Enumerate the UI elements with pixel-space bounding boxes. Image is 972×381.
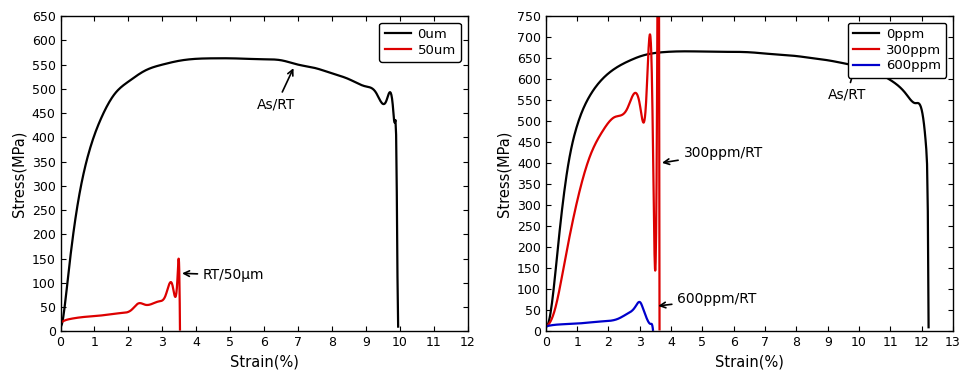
0ppm — [680, 49, 692, 54]
50um — [120, 311, 131, 315]
50um — [153, 299, 164, 304]
0ppm — [725, 50, 737, 54]
0um — [393, 324, 404, 329]
50um — [174, 327, 186, 332]
50um — [171, 282, 183, 287]
600ppm — [540, 324, 552, 329]
Text: As/RT: As/RT — [258, 70, 295, 111]
Text: RT/50μm: RT/50μm — [184, 268, 264, 282]
0um — [257, 57, 268, 62]
600ppm — [647, 328, 659, 332]
Text: 300ppm/RT: 300ppm/RT — [664, 146, 763, 165]
600ppm — [628, 307, 640, 311]
300ppm — [602, 122, 613, 126]
Y-axis label: Stress(MPa): Stress(MPa) — [497, 131, 511, 217]
0ppm — [769, 52, 781, 57]
300ppm — [608, 115, 619, 120]
0um — [54, 324, 66, 329]
Line: 0ppm: 0ppm — [546, 51, 928, 327]
300ppm — [651, 142, 663, 147]
X-axis label: Strain(%): Strain(%) — [229, 355, 298, 370]
600ppm — [592, 319, 604, 324]
600ppm — [644, 322, 656, 326]
Legend: 0um, 50um: 0um, 50um — [379, 23, 461, 62]
0ppm — [915, 103, 926, 107]
0um — [238, 56, 250, 61]
50um — [112, 311, 123, 315]
300ppm — [594, 133, 606, 138]
600ppm — [634, 299, 645, 304]
X-axis label: Strain(%): Strain(%) — [715, 355, 783, 370]
0ppm — [540, 324, 552, 329]
300ppm — [595, 132, 607, 137]
300ppm — [633, 98, 644, 103]
50um — [54, 320, 66, 325]
0um — [217, 56, 228, 61]
0ppm — [854, 65, 866, 69]
0ppm — [922, 325, 934, 330]
Line: 600ppm: 600ppm — [546, 302, 653, 330]
300ppm — [654, 327, 666, 331]
Line: 50um: 50um — [60, 259, 180, 330]
0ppm — [747, 50, 759, 55]
50um — [173, 256, 185, 261]
Line: 0um: 0um — [60, 58, 399, 327]
0ppm — [722, 50, 734, 54]
0um — [218, 56, 229, 61]
Line: 300ppm: 300ppm — [546, 0, 660, 329]
50um — [125, 307, 137, 312]
0um — [385, 91, 397, 95]
Text: 600ppm/RT: 600ppm/RT — [660, 292, 757, 308]
600ppm — [591, 320, 603, 324]
300ppm — [540, 324, 552, 329]
Legend: 0ppm, 300ppm, 600ppm: 0ppm, 300ppm, 600ppm — [848, 23, 947, 78]
50um — [112, 311, 123, 316]
600ppm — [598, 319, 609, 323]
0um — [332, 73, 344, 77]
Y-axis label: Stress(MPa): Stress(MPa) — [11, 131, 26, 217]
0um — [215, 56, 226, 61]
Text: As/RT: As/RT — [828, 68, 866, 102]
600ppm — [604, 319, 615, 323]
